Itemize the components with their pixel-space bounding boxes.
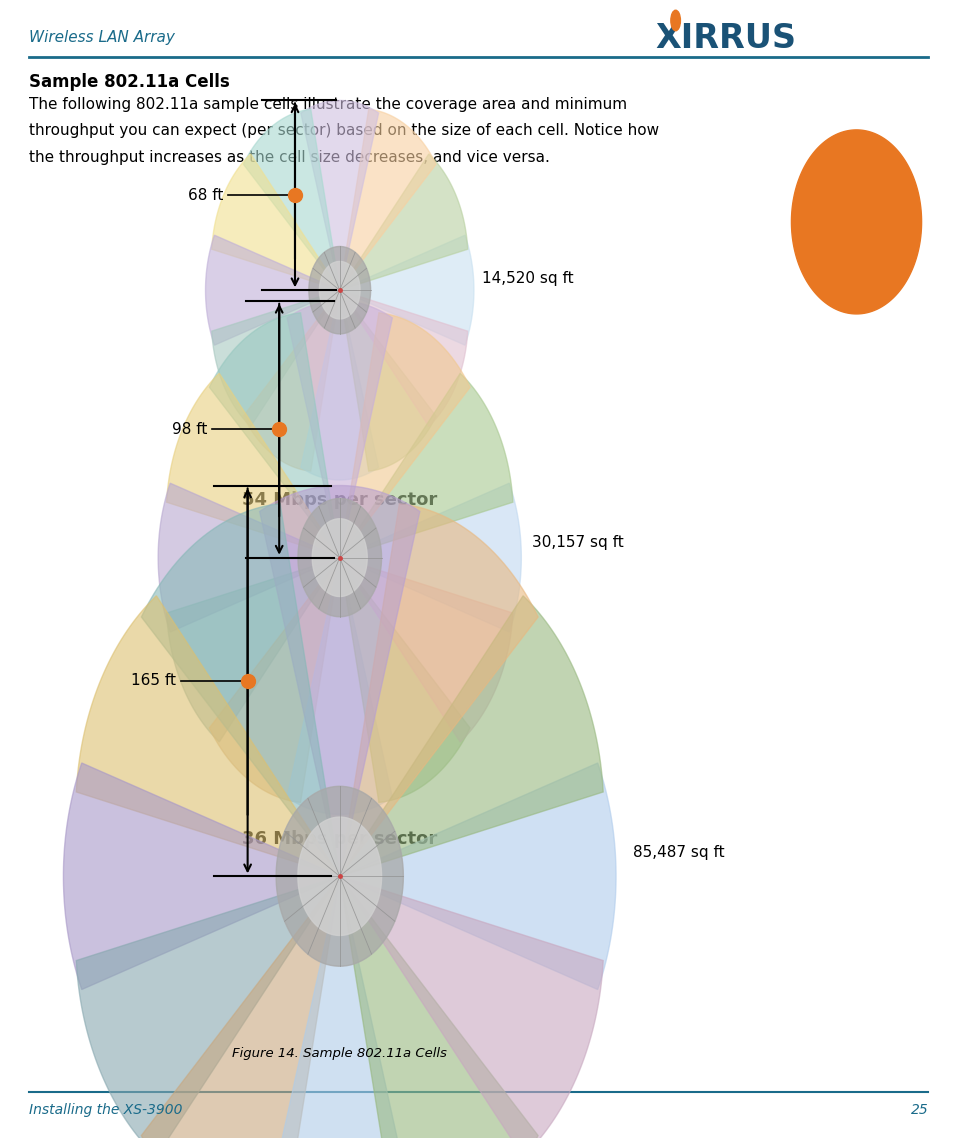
Polygon shape [206,236,340,345]
Text: 14,520 sq ft: 14,520 sq ft [482,271,573,286]
Text: Wireless LAN Array: Wireless LAN Array [29,30,174,46]
Polygon shape [298,817,382,935]
Text: 54 Mbps per sector: 54 Mbps per sector [242,492,437,510]
Text: 36 Mbps per sector: 36 Mbps per sector [242,830,437,848]
Polygon shape [167,558,340,742]
Polygon shape [77,876,340,1138]
Polygon shape [340,504,538,876]
Polygon shape [300,290,379,480]
Text: Sample 802.11a Cells: Sample 802.11a Cells [29,73,230,91]
Polygon shape [243,290,340,471]
Polygon shape [309,247,370,333]
Text: 68 ft: 68 ft [188,188,223,203]
Polygon shape [259,486,420,876]
Ellipse shape [671,10,680,31]
Text: Figure 14. Sample 802.11a Cells: Figure 14. Sample 802.11a Cells [233,1047,447,1061]
Polygon shape [287,300,392,558]
Polygon shape [340,290,468,427]
Polygon shape [340,290,436,471]
Text: XIRRUS: XIRRUS [656,23,796,55]
Text: 30,157 sq ft: 30,157 sq ft [532,535,624,550]
Polygon shape [210,313,340,558]
Polygon shape [167,373,340,558]
Text: 98 ft: 98 ft [172,422,208,437]
Polygon shape [287,558,392,815]
Polygon shape [791,130,922,314]
Text: 25: 25 [910,1103,928,1116]
Polygon shape [300,100,379,290]
Text: The following 802.11a sample cells illustrate the coverage area and minimum: The following 802.11a sample cells illus… [29,97,627,113]
Polygon shape [340,373,513,558]
Polygon shape [243,109,340,290]
Polygon shape [259,876,420,1138]
Polygon shape [340,762,616,990]
Text: the throughput increases as the cell size decreases, and vice versa.: the throughput increases as the cell siz… [29,149,549,165]
Polygon shape [340,558,513,742]
Polygon shape [210,558,340,802]
Polygon shape [211,290,340,427]
Polygon shape [340,154,468,290]
Polygon shape [340,558,470,802]
Text: Installing the XS-3900: Installing the XS-3900 [29,1103,182,1116]
Polygon shape [340,876,603,1138]
Polygon shape [320,262,360,319]
Polygon shape [340,484,522,632]
Polygon shape [142,504,340,876]
Polygon shape [142,876,340,1138]
Polygon shape [211,154,340,290]
Polygon shape [298,498,382,617]
Polygon shape [158,484,340,632]
Polygon shape [340,596,603,876]
Text: 85,487 sq ft: 85,487 sq ft [633,846,724,860]
Polygon shape [63,762,340,990]
Polygon shape [77,596,340,876]
Polygon shape [340,876,538,1138]
Polygon shape [312,519,367,596]
Polygon shape [340,313,470,558]
Text: throughput you can expect (per sector) based on the size of each cell. Notice ho: throughput you can expect (per sector) b… [29,123,658,139]
Polygon shape [277,786,404,966]
Polygon shape [340,109,436,290]
Polygon shape [340,236,474,345]
Text: 165 ft: 165 ft [131,674,176,688]
